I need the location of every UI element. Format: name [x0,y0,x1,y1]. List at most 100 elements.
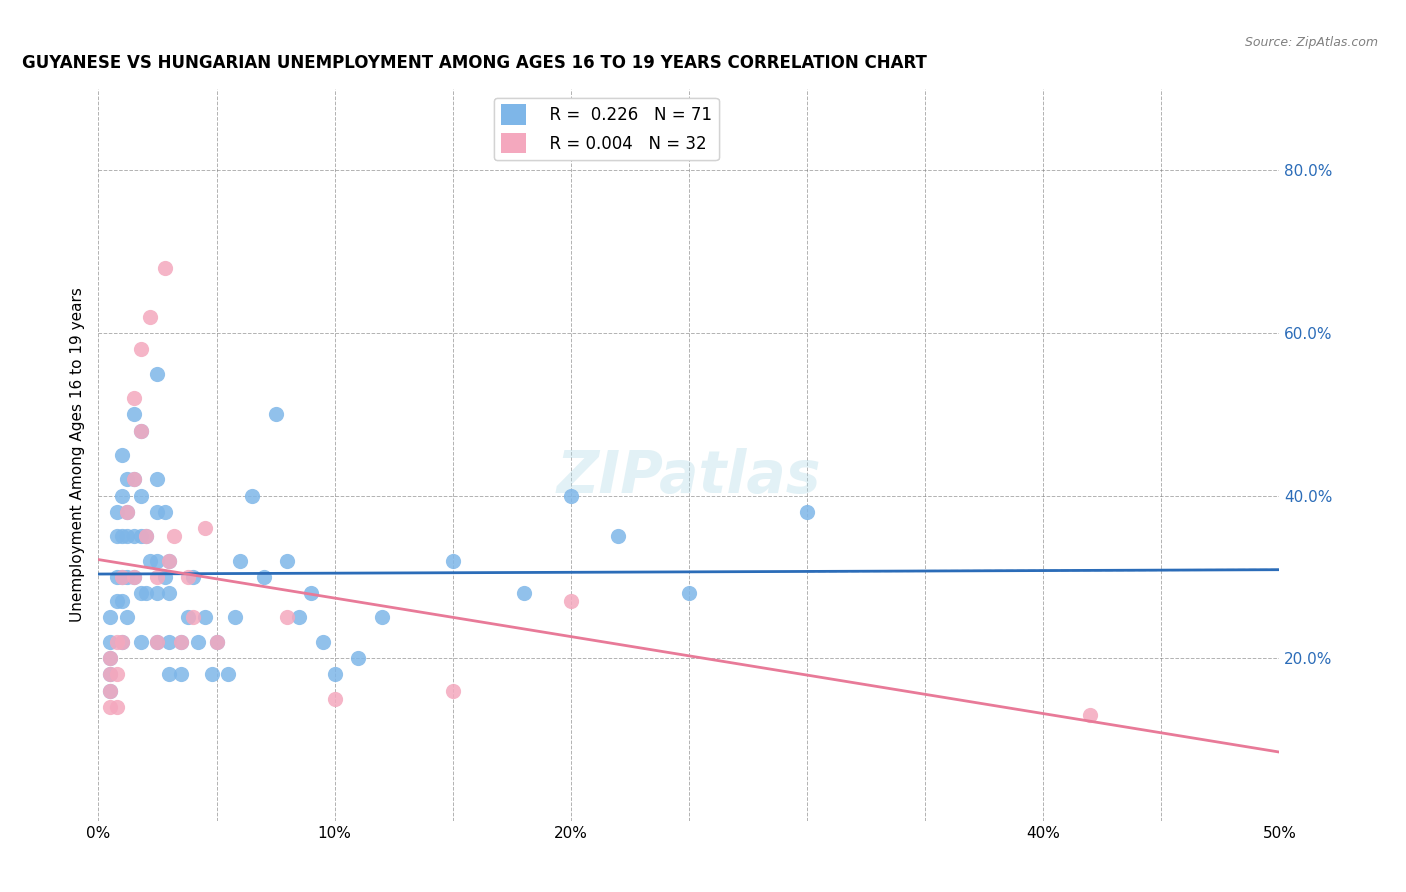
Point [299,586,322,600]
Point [177,610,200,624]
Point [163,529,186,543]
Point [146,367,169,381]
Point [105,529,128,543]
Point [129,635,152,649]
Point [129,489,152,503]
Point [111,570,134,584]
Point [111,635,134,649]
Point [312,635,335,649]
Point [135,529,157,543]
Point [122,391,145,405]
Text: ZIPatlas: ZIPatlas [557,449,821,506]
Point [105,699,128,714]
Legend:   R =  0.226   N = 71,   R = 0.004   N = 32: R = 0.226 N = 71, R = 0.004 N = 32 [494,97,718,160]
Point [111,529,134,543]
Point [98,651,121,665]
Point [98,667,121,681]
Point [115,610,138,624]
Point [135,529,157,543]
Point [194,521,217,535]
Point [264,407,287,421]
Point [139,310,162,324]
Point [122,570,145,584]
Point [98,683,121,698]
Point [796,505,818,519]
Text: Source: ZipAtlas.com: Source: ZipAtlas.com [1244,36,1378,49]
Point [98,610,121,624]
Point [153,505,176,519]
Point [146,635,169,649]
Point [139,553,162,567]
Point [129,343,152,357]
Point [146,635,169,649]
Point [276,610,298,624]
Point [122,529,145,543]
Point [371,610,394,624]
Point [153,260,176,275]
Point [122,472,145,486]
Point [181,570,204,584]
Point [181,610,204,624]
Point [441,553,464,567]
Point [111,635,134,649]
Point [323,667,346,681]
Point [678,586,700,600]
Point [205,635,228,649]
Point [98,699,121,714]
Point [115,570,138,584]
Point [157,635,180,649]
Point [135,586,157,600]
Point [146,570,169,584]
Point [98,683,121,698]
Point [205,635,228,649]
Point [105,570,128,584]
Point [98,651,121,665]
Point [607,529,630,543]
Point [347,651,370,665]
Point [122,407,145,421]
Text: GUYANESE VS HUNGARIAN UNEMPLOYMENT AMONG AGES 16 TO 19 YEARS CORRELATION CHART: GUYANESE VS HUNGARIAN UNEMPLOYMENT AMONG… [21,54,927,72]
Point [170,635,193,649]
Point [111,489,134,503]
Point [115,505,138,519]
Point [115,529,138,543]
Point [201,667,224,681]
Point [146,553,169,567]
Point [122,570,145,584]
Point [170,667,193,681]
Point [146,505,169,519]
Point [441,683,464,698]
Point [105,505,128,519]
Point [129,586,152,600]
Point [157,553,180,567]
Point [146,472,169,486]
Point [288,610,311,624]
Point [276,553,298,567]
Point [240,489,263,503]
Point [153,570,176,584]
Point [187,635,209,649]
Point [512,586,534,600]
Point [115,472,138,486]
Point [560,594,582,608]
Point [105,594,128,608]
Point [111,570,134,584]
Point [253,570,276,584]
Point [111,594,134,608]
Point [224,610,246,624]
Point [157,586,180,600]
Point [129,529,152,543]
Point [1080,708,1102,723]
Point [111,448,134,462]
Point [157,553,180,567]
Point [98,667,121,681]
Point [146,586,169,600]
Point [229,553,252,567]
Point [129,424,152,438]
Point [217,667,239,681]
Point [177,570,200,584]
Point [129,424,152,438]
Point [98,635,121,649]
Y-axis label: Unemployment Among Ages 16 to 19 years: Unemployment Among Ages 16 to 19 years [69,287,84,623]
Point [105,667,128,681]
